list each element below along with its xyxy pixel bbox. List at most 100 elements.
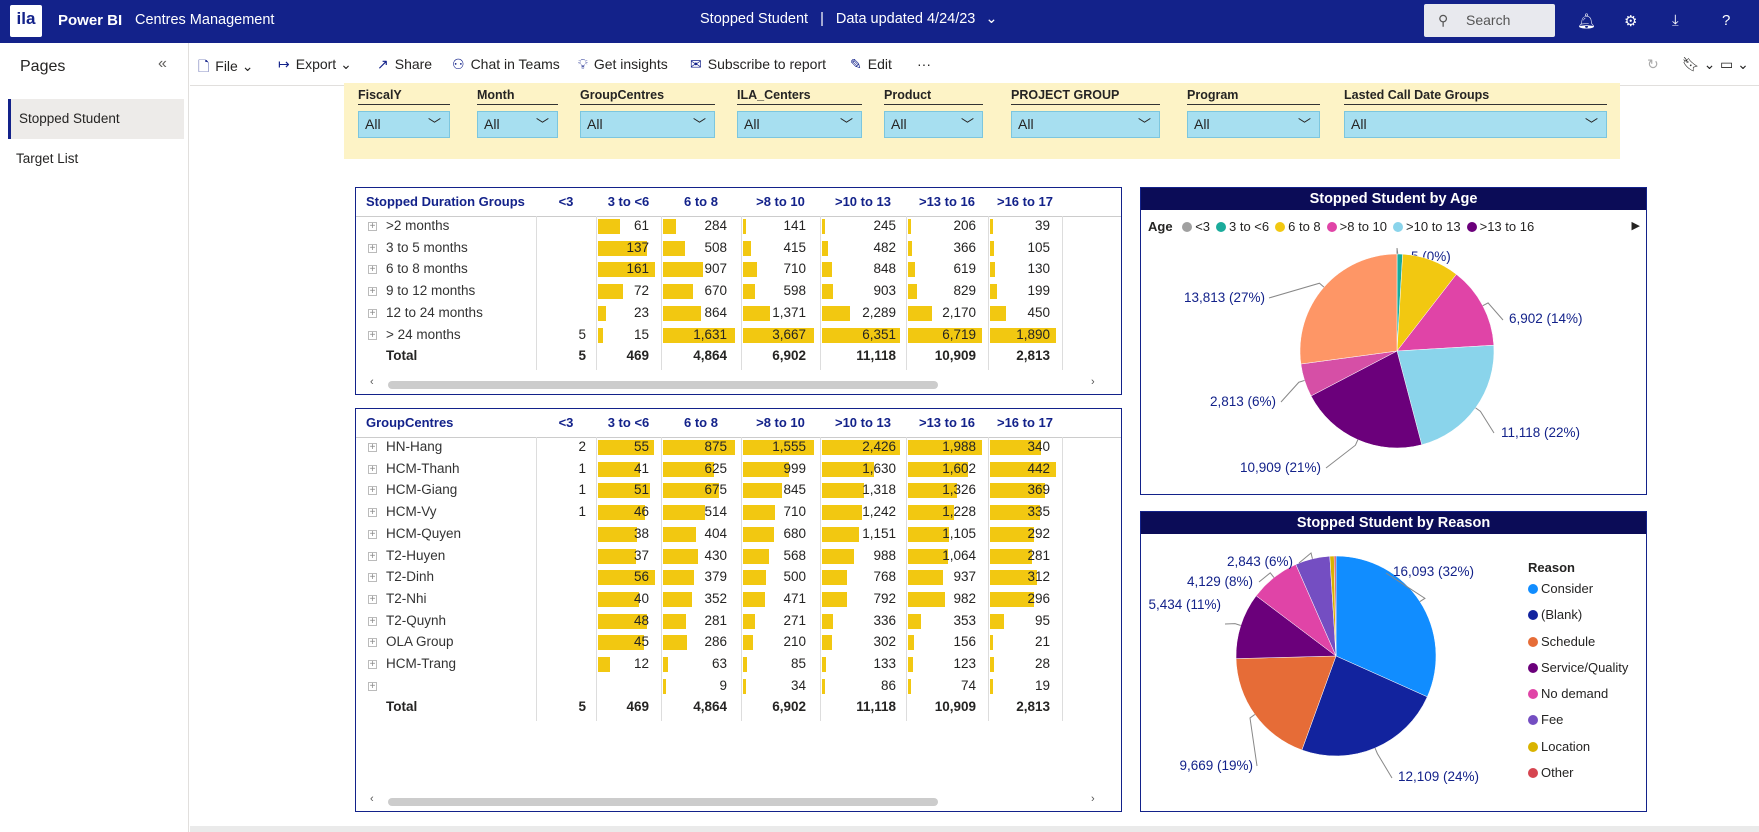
row-label[interactable]: HCM-Trang [386, 656, 457, 671]
column-header[interactable]: 3 to <6 [607, 415, 650, 430]
subscribe-button[interactable]: ✉ Subscribe to report [690, 56, 827, 72]
help-icon[interactable]: ? [1722, 12, 1731, 29]
get-insights-button[interactable]: 💡︎ Get insights [578, 56, 668, 72]
expand-icon[interactable]: + [368, 680, 377, 692]
horizontal-scrollbar[interactable] [388, 798, 938, 806]
legend-item[interactable]: >13 to 16 [1466, 219, 1534, 234]
row-label[interactable]: T2-Huyen [386, 547, 446, 563]
expand-icon[interactable]: + [368, 593, 377, 605]
pie-slice--8-to-10[interactable] [1396, 273, 1495, 352]
expand-icon[interactable]: + [368, 659, 377, 670]
expand-icon[interactable]: + [368, 221, 377, 232]
row-label[interactable]: OLA Group [386, 634, 454, 650]
expand-icon[interactable]: + [368, 528, 377, 540]
expand-icon[interactable]: + [368, 550, 377, 562]
expand-icon[interactable]: + [368, 264, 377, 276]
expand-icon[interactable]: + [368, 329, 377, 341]
row-label[interactable]: T2-Dinh [386, 569, 435, 585]
expand-icon[interactable]: + [368, 442, 377, 453]
row-label[interactable]: T2-Quynh [386, 612, 447, 628]
expand-icon[interactable]: + [368, 463, 377, 475]
chart-stopped-by-age[interactable]: Stopped Student by Age Age <3 3 to <6 6 to… [1140, 187, 1647, 495]
column-header[interactable]: >10 to 13 [834, 194, 891, 209]
pie-slice-other[interactable] [1333, 555, 1337, 657]
pie-slice-service-quality[interactable] [1235, 595, 1337, 659]
expand-icon[interactable]: + [368, 242, 377, 254]
row-label[interactable]: HN-Hang [386, 439, 443, 454]
row-label[interactable]: >2 months [386, 218, 450, 233]
legend-item[interactable]: 6 to 8 [1275, 219, 1321, 234]
legend-item[interactable]: Service/Quality [1528, 660, 1628, 686]
column-header[interactable]: >16 to 17 [996, 194, 1053, 209]
power-bi-brand[interactable]: Power BI [58, 12, 123, 29]
view-icon[interactable]: ▭ ⌄ [1720, 56, 1749, 72]
legend-item[interactable]: Other [1528, 765, 1628, 791]
slicer-fiscaly[interactable]: FiscalY All ﹀ [358, 88, 450, 138]
expand-icon[interactable]: + [368, 485, 377, 497]
column-header[interactable]: >8 to 10 [756, 194, 805, 209]
column-header[interactable]: <3 [558, 194, 574, 209]
slicer-groupcentres[interactable]: GroupCentres All ﹀ [580, 88, 715, 138]
expand-icon[interactable]: + [368, 637, 377, 649]
legend-item[interactable]: No demand [1528, 686, 1628, 712]
bookmark-icon[interactable]: 🔖︎ ⌄ [1682, 56, 1716, 72]
chart-stopped-by-reason[interactable]: Stopped Student by Reason Reason Conside… [1140, 511, 1647, 812]
row-label[interactable]: T2-Nhi [386, 590, 427, 606]
gear-icon[interactable]: ⚙ [1624, 13, 1638, 30]
collapse-icon[interactable]: « [158, 55, 167, 72]
chat-in-teams-button[interactable]: ⚇ Chat in Teams [452, 56, 560, 72]
slicer-program[interactable]: Program All ﹀ [1187, 88, 1320, 138]
pie-slice--10-to-13[interactable] [1396, 344, 1495, 446]
slicer-product[interactable]: Product All ﹀ [884, 88, 983, 138]
edit-button[interactable]: ✎ Edit [850, 56, 892, 72]
ila-logo[interactable]: ila [10, 5, 42, 37]
share-button[interactable]: ↗ Share [377, 56, 433, 72]
expand-icon[interactable]: + [368, 307, 377, 319]
legend-item[interactable]: >8 to 10 [1326, 219, 1387, 234]
page-stopped-student[interactable]: Stopped Student [8, 99, 184, 139]
page-target-list[interactable]: Target List [16, 151, 79, 166]
column-header[interactable]: 6 to 8 [684, 415, 718, 430]
more-options-button[interactable]: ··· [917, 56, 931, 72]
expand-icon[interactable]: + [368, 572, 377, 584]
horizontal-scrollbar[interactable] [388, 381, 938, 389]
pie-slice-schedule[interactable] [1235, 655, 1337, 751]
row-label[interactable]: 6 to 8 months [386, 261, 468, 277]
column-header[interactable]: <3 [558, 415, 574, 430]
report-title-bar[interactable]: Stopped Student | Data updated 4/24/23 ⌄ [700, 11, 998, 27]
scroll-right-icon[interactable]: › [1091, 793, 1095, 805]
legend-item[interactable]: (Blank) [1528, 607, 1628, 633]
row-label[interactable]: 9 to 12 months [386, 283, 476, 299]
expand-icon[interactable]: + [368, 507, 377, 519]
export-menu[interactable]: ↦ Export ⌄ [278, 56, 352, 72]
legend-item[interactable]: Location [1528, 739, 1628, 765]
matrix-stopped-duration[interactable]: Stopped Duration Groups <3 3 to <6 6 to 8 >8… [355, 187, 1122, 395]
refresh-icon[interactable]: ↻ [1647, 56, 1659, 72]
column-header[interactable]: >10 to 13 [834, 415, 891, 430]
scroll-left-icon[interactable]: ‹ [370, 793, 374, 805]
slicer-ila-centers[interactable]: ILA_Centers All ﹀ [737, 88, 862, 138]
search-box[interactable]: ⚲ Search [1424, 4, 1555, 37]
legend-item[interactable]: Fee [1528, 712, 1628, 738]
row-label[interactable]: 12 to 24 months [386, 304, 483, 320]
legend-item[interactable]: >10 to 13 [1393, 219, 1461, 234]
download-icon[interactable]: ⤓ [1672, 12, 1679, 29]
bell-icon[interactable]: 🔔︎ [1577, 13, 1597, 30]
column-header[interactable]: 3 to <6 [607, 194, 650, 209]
scroll-right-icon[interactable]: › [1091, 376, 1095, 388]
row-label[interactable]: HCM-Quyen [386, 525, 462, 541]
chevron-down-icon[interactable]: ⌄ [985, 11, 998, 27]
legend-item[interactable]: <3 [1182, 219, 1210, 234]
scroll-left-icon[interactable]: ‹ [370, 376, 374, 388]
row-label[interactable]: > 24 months [386, 326, 461, 342]
legend-item[interactable]: 3 to <6 [1216, 219, 1269, 234]
slicer-month[interactable]: Month All ﹀ [477, 88, 558, 138]
workspace-name[interactable]: Centres Management [135, 12, 275, 28]
row-label[interactable]: HCM-Vy [386, 504, 437, 520]
column-header[interactable]: >8 to 10 [756, 415, 805, 430]
column-header[interactable]: >13 to 16 [918, 415, 975, 430]
pie-slice-unnamed[interactable] [1299, 253, 1398, 365]
expand-icon[interactable]: + [368, 286, 377, 298]
row-label[interactable]: HCM-Giang [386, 482, 458, 498]
matrix-groupcentres[interactable]: GroupCentres <3 3 to <6 6 to 8 >8 to 10 >10 t… [355, 408, 1122, 812]
